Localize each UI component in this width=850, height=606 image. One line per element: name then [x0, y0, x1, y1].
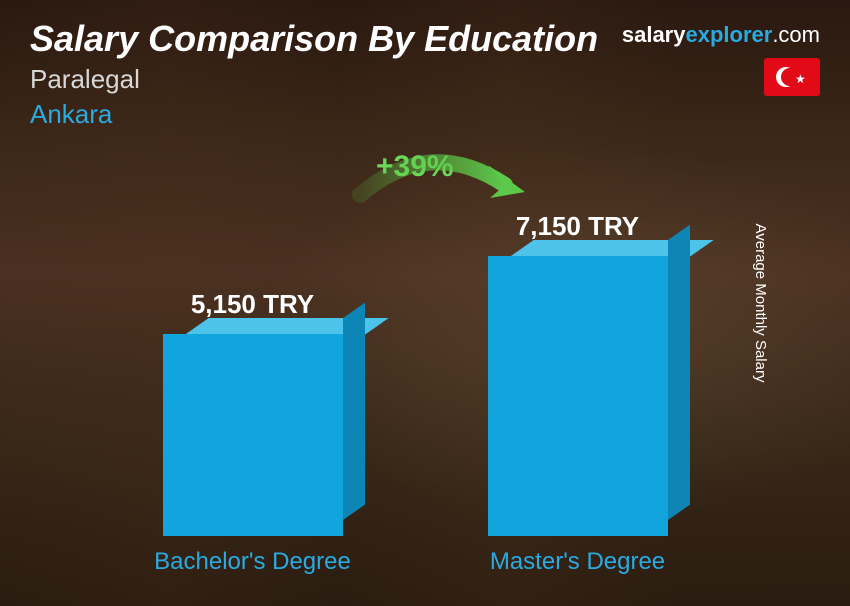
chart-area: +39% 5,150 TRY 7,150 TRY Bachelor's Degre… — [90, 150, 740, 576]
bar-face-front — [488, 256, 668, 536]
flag-star-icon: ★ — [795, 72, 806, 86]
site-prefix: salary — [622, 22, 686, 47]
x-axis-label: Master's Degree — [438, 548, 718, 576]
bar-face-side — [668, 225, 690, 520]
chart-subtitle: Paralegal — [30, 64, 820, 95]
bar — [488, 256, 668, 536]
bars-row: 5,150 TRY 7,150 TRY — [90, 186, 740, 536]
bar-value-label: 7,150 TRY — [516, 211, 639, 242]
bar — [163, 334, 343, 536]
chart-container: Salary Comparison By Education Paralegal… — [0, 0, 850, 606]
country-flag-icon: ★ — [764, 58, 820, 96]
site-middle: explorer — [685, 22, 772, 47]
bar-face-front — [163, 334, 343, 536]
x-axis-label: Bachelor's Degree — [113, 548, 393, 576]
site-suffix: .com — [772, 22, 820, 47]
increase-badge: +39% — [370, 150, 454, 184]
flag-crescent-icon — [776, 67, 796, 87]
y-axis-label: Average Monthly Salary — [752, 224, 769, 383]
chart-location: Ankara — [30, 99, 820, 130]
bar-value-label: 5,150 TRY — [191, 289, 314, 320]
x-axis-labels: Bachelor's Degree Master's Degree — [90, 548, 740, 576]
bar-group: 5,150 TRY — [113, 289, 393, 536]
bar-group: 7,150 TRY — [438, 211, 718, 536]
bar-face-side — [343, 303, 365, 520]
site-branding: salaryexplorer.com — [622, 22, 820, 48]
